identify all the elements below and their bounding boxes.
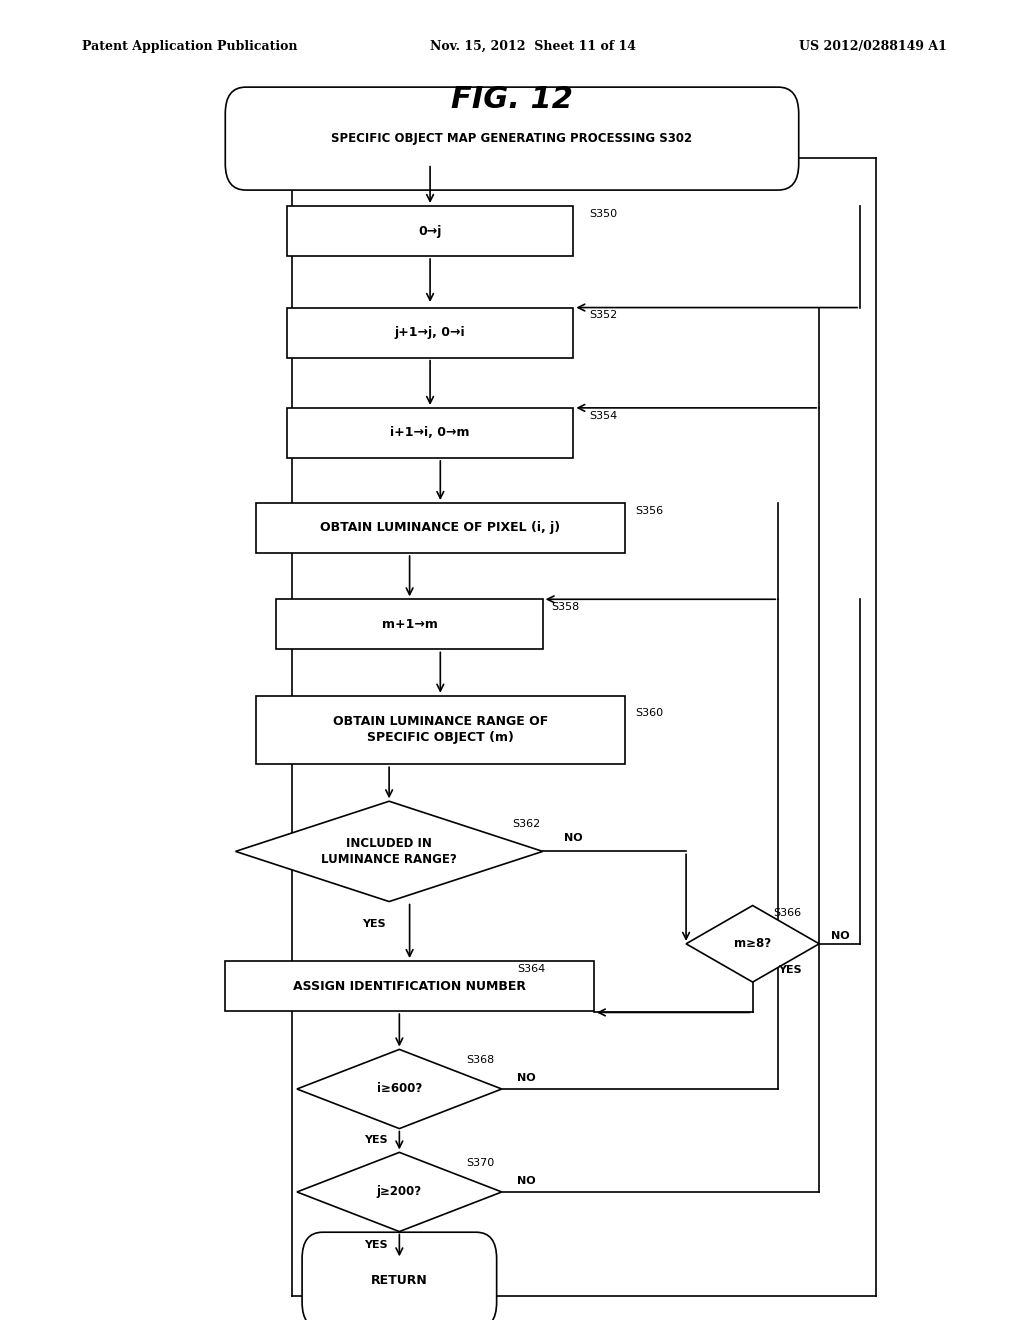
Text: j≥200?: j≥200? — [377, 1185, 422, 1199]
Text: Nov. 15, 2012  Sheet 11 of 14: Nov. 15, 2012 Sheet 11 of 14 — [430, 40, 636, 53]
Text: SPECIFIC OBJECT MAP GENERATING PROCESSING S302: SPECIFIC OBJECT MAP GENERATING PROCESSIN… — [332, 132, 692, 145]
Text: INCLUDED IN
LUMINANCE RANGE?: INCLUDED IN LUMINANCE RANGE? — [322, 837, 457, 866]
Polygon shape — [297, 1152, 502, 1232]
Polygon shape — [297, 1049, 502, 1129]
Text: S354: S354 — [589, 411, 617, 421]
Text: S366: S366 — [773, 908, 801, 919]
Text: YES: YES — [778, 965, 802, 975]
Text: S370: S370 — [466, 1158, 495, 1168]
Text: S350: S350 — [589, 209, 616, 219]
Text: US 2012/0288149 A1: US 2012/0288149 A1 — [799, 40, 946, 53]
Text: Patent Application Publication: Patent Application Publication — [82, 40, 297, 53]
Text: NO: NO — [517, 1176, 536, 1187]
Text: YES: YES — [364, 1239, 388, 1250]
FancyBboxPatch shape — [302, 1233, 497, 1320]
Text: NO: NO — [564, 833, 583, 843]
Text: m+1→m: m+1→m — [382, 618, 437, 631]
Text: NO: NO — [831, 931, 850, 941]
Polygon shape — [686, 906, 819, 982]
Bar — [256, 503, 625, 553]
Bar — [256, 696, 625, 764]
Text: S364: S364 — [517, 964, 546, 974]
Text: 0→j: 0→j — [419, 224, 441, 238]
Text: S362: S362 — [512, 818, 541, 829]
Text: RETURN: RETURN — [371, 1274, 428, 1287]
Text: YES: YES — [361, 919, 386, 929]
Polygon shape — [236, 801, 543, 902]
Text: m≥8?: m≥8? — [734, 937, 771, 950]
Text: NO: NO — [517, 1073, 536, 1084]
FancyBboxPatch shape — [225, 87, 799, 190]
Text: OBTAIN LUMINANCE RANGE OF
SPECIFIC OBJECT (m): OBTAIN LUMINANCE RANGE OF SPECIFIC OBJEC… — [333, 715, 548, 744]
Text: i≥600?: i≥600? — [377, 1082, 422, 1096]
Text: YES: YES — [364, 1135, 388, 1146]
Text: i+1→i, 0→m: i+1→i, 0→m — [390, 426, 470, 440]
Bar — [276, 599, 543, 649]
Text: ASSIGN IDENTIFICATION NUMBER: ASSIGN IDENTIFICATION NUMBER — [293, 979, 526, 993]
Text: S368: S368 — [466, 1055, 495, 1065]
Text: j+1→j, 0→i: j+1→j, 0→i — [395, 326, 465, 339]
Bar — [287, 408, 573, 458]
Text: OBTAIN LUMINANCE OF PIXEL (i, j): OBTAIN LUMINANCE OF PIXEL (i, j) — [321, 521, 560, 535]
Bar — [287, 308, 573, 358]
Text: S356: S356 — [635, 506, 663, 516]
Text: S360: S360 — [635, 708, 663, 718]
Bar — [225, 961, 594, 1011]
Bar — [287, 206, 573, 256]
Text: FIG. 12: FIG. 12 — [451, 84, 573, 114]
Text: S352: S352 — [589, 310, 617, 321]
Text: S358: S358 — [551, 602, 580, 612]
